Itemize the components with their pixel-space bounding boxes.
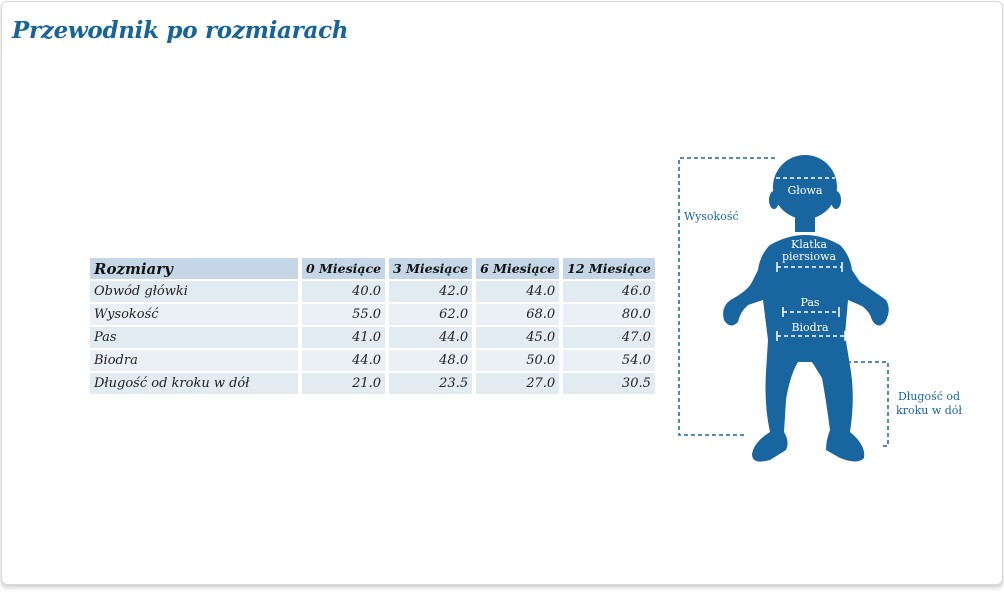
table-cell: 44.0: [389, 327, 473, 348]
table-row: Długość od kroku w dół 21.0 23.5 27.0 30.5: [90, 373, 655, 394]
row-label: Biodra: [90, 350, 298, 371]
table-cell: 62.0: [389, 304, 473, 325]
table-row: Biodra 44.0 48.0 50.0 54.0: [90, 350, 655, 371]
height-label: Wysokość: [684, 210, 739, 223]
table-cell: 30.5: [563, 373, 655, 394]
table-cell: 44.0: [476, 281, 560, 302]
table-cell: 23.5: [389, 373, 473, 394]
baby-silhouette: [723, 155, 889, 462]
table-cell: 40.0: [302, 281, 386, 302]
waist-label: Pas: [800, 296, 819, 309]
table-cell: 42.0: [389, 281, 473, 302]
column-header: 12 Miesiące: [563, 258, 655, 279]
table-row: Pas 41.0 44.0 45.0 47.0: [90, 327, 655, 348]
table-cell: 55.0: [302, 304, 386, 325]
table-cell: 47.0: [563, 327, 655, 348]
measurement-lines: [776, 177, 845, 337]
head-label: Głowa: [788, 184, 823, 197]
table-cell: 41.0: [302, 327, 386, 348]
chest-label-line1: Klatka: [791, 238, 827, 251]
table-cell: 50.0: [476, 350, 560, 371]
outer-guide-lines: [678, 157, 889, 447]
table-cell: 54.0: [563, 350, 655, 371]
table-cell: 48.0: [389, 350, 473, 371]
column-header: 6 Miesiące: [476, 258, 560, 279]
table-row: Wysokość 55.0 62.0 68.0 80.0: [90, 304, 655, 325]
row-label: Długość od kroku w dół: [90, 373, 298, 394]
row-label: Obwód główki: [90, 281, 298, 302]
column-header: Rozmiary: [90, 258, 298, 279]
column-header: 3 Miesiące: [389, 258, 473, 279]
row-label: Pas: [90, 327, 298, 348]
table-cell: 27.0: [476, 373, 560, 394]
column-header: 0 Miesiące: [302, 258, 386, 279]
chest-label-line2: piersiowa: [782, 250, 837, 263]
table-cell: 44.0: [302, 350, 386, 371]
page-title: Przewodnik po rozmiarach: [12, 17, 349, 44]
table-cell: 46.0: [563, 281, 655, 302]
inseam-label-line2: kroku w dół: [896, 404, 962, 417]
table-cell: 68.0: [476, 304, 560, 325]
table-cell: 45.0: [476, 327, 560, 348]
hips-label: Biodra: [791, 321, 829, 334]
size-table: Rozmiary 0 Miesiące 3 Miesiące 6 Miesiąc…: [86, 256, 659, 396]
table-row: Obwód główki 40.0 42.0 44.0 46.0: [90, 281, 655, 302]
table-header-row: Rozmiary 0 Miesiące 3 Miesiące 6 Miesiąc…: [90, 258, 655, 279]
table-cell: 21.0: [302, 373, 386, 394]
table-cell: 80.0: [563, 304, 655, 325]
row-label: Wysokość: [90, 304, 298, 325]
inseam-label-line1: Długość od: [898, 390, 960, 403]
